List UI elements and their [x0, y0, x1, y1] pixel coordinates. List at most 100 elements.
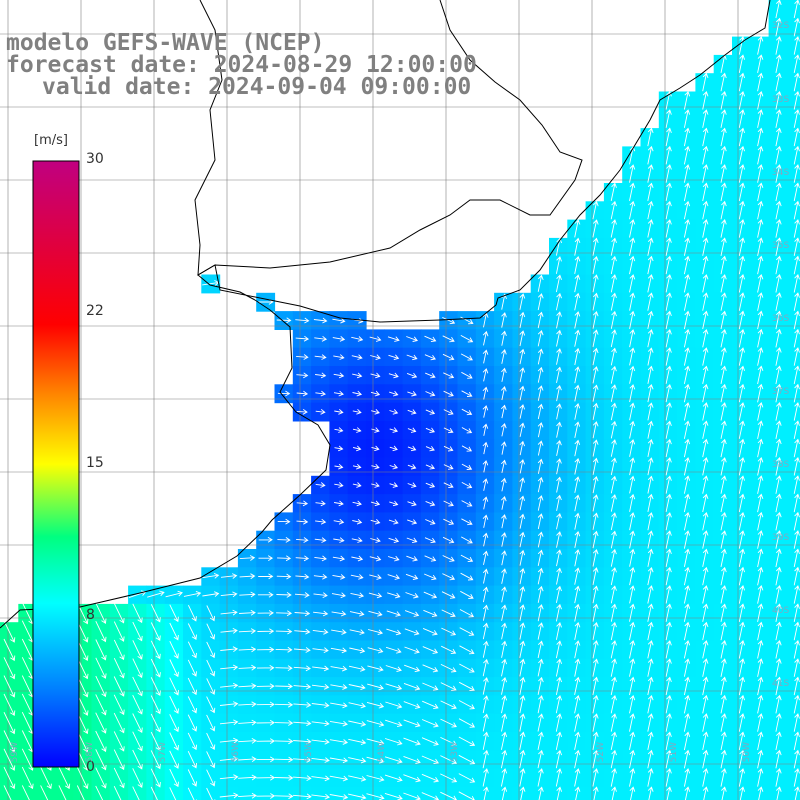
- wind-arrow: [331, 610, 347, 617]
- wind-arrow: [366, 701, 385, 709]
- wind-arrow: [461, 408, 473, 416]
- wind-arrow: [482, 405, 489, 418]
- wind-arrow: [407, 482, 417, 488]
- wind-arrow: [683, 457, 691, 476]
- wind-arrow: [311, 757, 330, 763]
- wind-arrow: [406, 354, 418, 361]
- wind-arrow: [665, 457, 672, 476]
- wind-arrow: [165, 590, 183, 598]
- wind-arrow: [684, 786, 691, 800]
- wind-arrow: [537, 567, 544, 585]
- wind-arrow: [206, 659, 216, 677]
- wind-arrow: [592, 329, 599, 347]
- wind-arrow: [387, 555, 400, 562]
- wind-arrow: [775, 36, 782, 55]
- wind-arrow: [350, 574, 364, 580]
- lat-label: 41S: [772, 679, 790, 689]
- wind-arrow: [256, 683, 275, 690]
- wind-arrow: [683, 420, 691, 439]
- wind-arrow: [757, 292, 764, 311]
- wind-arrow: [647, 676, 654, 696]
- wind-arrow: [315, 390, 326, 397]
- wind-arrow: [3, 638, 16, 662]
- wind-arrow: [461, 390, 473, 397]
- wind-arrow: [331, 592, 346, 599]
- wind-arrow: [592, 494, 599, 512]
- wind-arrow: [775, 347, 782, 366]
- wind-arrow: [519, 348, 526, 365]
- wind-arrow: [537, 749, 544, 769]
- wind-arrow: [424, 573, 437, 581]
- wind-arrow: [519, 495, 526, 511]
- wind-arrow: [348, 738, 367, 746]
- wind-arrow: [440, 663, 457, 673]
- wind-arrow: [793, 658, 800, 677]
- wind-arrow: [629, 566, 636, 586]
- wind-arrow: [206, 787, 216, 800]
- wind-arrow: [592, 713, 599, 732]
- wind-arrow: [500, 477, 507, 492]
- wind-arrow: [683, 530, 691, 549]
- wind-arrow: [313, 317, 328, 324]
- wind-arrow: [647, 457, 654, 476]
- wind-arrow: [238, 683, 257, 689]
- wind-arrow: [592, 658, 599, 677]
- wind-arrow: [388, 372, 399, 379]
- wind-arrow: [424, 335, 437, 343]
- wind-arrow: [775, 273, 782, 293]
- wind-arrow: [388, 354, 400, 361]
- wind-arrow: [206, 696, 216, 714]
- wind-arrow: [461, 371, 473, 379]
- wind-arrow: [482, 460, 489, 473]
- wind-arrow: [387, 336, 400, 342]
- wind-arrow: [720, 182, 727, 202]
- wind-arrow: [702, 310, 709, 330]
- wind-speed-cell: [219, 786, 239, 800]
- wind-arrow: [367, 629, 384, 636]
- wind-arrow: [592, 731, 599, 750]
- wind-arrow: [757, 713, 764, 732]
- wind-arrow: [113, 676, 125, 697]
- wind-arrow: [296, 500, 309, 507]
- wind-arrow: [257, 610, 274, 616]
- wind-arrow: [610, 182, 617, 201]
- wind-arrow: [424, 537, 436, 544]
- wind-arrow: [793, 109, 800, 128]
- wind-arrow: [683, 310, 691, 330]
- wind-arrow: [738, 54, 746, 73]
- wind-arrow: [738, 621, 746, 641]
- wind-arrow: [277, 518, 291, 525]
- wind-speed-cell: [786, 329, 800, 349]
- wind-arrow: [519, 385, 526, 401]
- wind-arrow: [352, 408, 362, 415]
- wind-arrow: [519, 404, 526, 419]
- wind-arrow: [169, 604, 179, 623]
- wind-arrow: [238, 664, 257, 671]
- wind-arrow: [702, 603, 709, 622]
- wind-arrow: [442, 335, 455, 343]
- wind-arrow: [239, 591, 256, 598]
- forecast-date: forecast date: 2024-08-29 12:00:00: [6, 52, 477, 78]
- wind-arrow: [407, 445, 417, 452]
- wind-arrow: [775, 0, 782, 19]
- wind-arrow: [295, 573, 310, 580]
- wind-arrow: [647, 402, 654, 421]
- wind-vectors: [3, 0, 800, 800]
- wind-arrow: [665, 365, 672, 384]
- wind-arrow: [443, 482, 454, 489]
- wind-arrow: [665, 420, 672, 439]
- wind-arrow: [366, 756, 385, 764]
- wind-arrow: [793, 328, 800, 348]
- wind-speed-cell: [786, 36, 800, 56]
- wind-arrow: [610, 347, 617, 366]
- wind-arrow: [757, 585, 764, 604]
- wind-arrow: [793, 749, 800, 769]
- wind-arrow: [482, 368, 489, 382]
- wind-arrow: [775, 438, 782, 458]
- wind-arrow: [537, 329, 544, 347]
- wind-arrow: [150, 677, 161, 696]
- wind-arrow: [407, 519, 418, 525]
- wind-arrow: [95, 712, 107, 734]
- wind-arrow: [293, 683, 312, 690]
- wind-arrow: [519, 330, 526, 347]
